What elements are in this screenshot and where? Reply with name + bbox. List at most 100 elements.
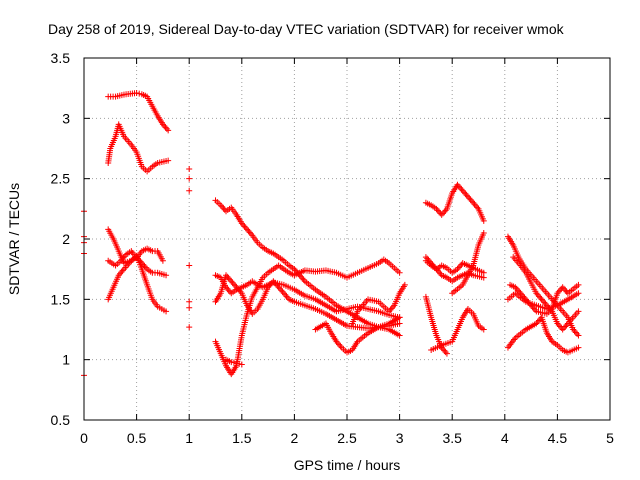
data-point <box>142 264 149 271</box>
data-point <box>439 210 446 217</box>
data-point <box>401 281 408 288</box>
data-point <box>225 275 232 282</box>
data-point <box>575 281 582 288</box>
x-tick-label: 2.5 <box>337 430 357 446</box>
data-point <box>159 257 166 264</box>
data-point <box>230 359 237 366</box>
data-point <box>119 267 126 274</box>
data-point <box>238 361 245 368</box>
data-point <box>480 326 487 333</box>
x-tick-label: 0.5 <box>127 430 147 446</box>
data-point <box>283 293 290 300</box>
x-tick-labels: 0 0.5 1 1.5 2 2.5 3 3.5 4 4.5 5 <box>80 430 614 446</box>
data-point <box>133 89 140 96</box>
data-point <box>165 127 172 134</box>
data-point <box>186 298 193 305</box>
data-point <box>480 229 487 236</box>
data-point <box>186 324 193 331</box>
data-point <box>233 360 240 367</box>
data-point <box>442 349 449 356</box>
y-tick-label: 1.5 <box>51 291 71 307</box>
data-point <box>535 293 542 300</box>
data-point <box>118 269 125 276</box>
data-point <box>464 193 471 200</box>
x-tick-label: 3.5 <box>442 430 462 446</box>
data-point <box>436 208 443 215</box>
data-point <box>163 272 170 279</box>
data-point <box>575 308 582 315</box>
data-point <box>162 124 169 131</box>
data-point <box>336 341 343 348</box>
data-point <box>559 326 566 333</box>
data-point <box>441 208 448 215</box>
data-point <box>186 166 193 173</box>
data-point <box>574 331 581 338</box>
data-point <box>396 269 403 276</box>
data-point <box>165 157 172 164</box>
data-point <box>457 184 464 191</box>
data-point <box>535 317 542 324</box>
data-point <box>186 187 193 194</box>
data-point <box>572 329 579 336</box>
data-point <box>520 293 527 300</box>
data-point <box>480 274 487 281</box>
data-point <box>275 284 282 291</box>
x-tick-label: 5 <box>606 430 614 446</box>
data-point <box>542 300 549 307</box>
data-point <box>228 359 235 366</box>
data-point <box>563 321 570 328</box>
data-point <box>280 290 287 297</box>
data-point <box>230 281 237 288</box>
data-point <box>246 229 253 236</box>
data-point <box>396 314 403 321</box>
data-point <box>300 276 307 283</box>
data-point <box>422 254 429 261</box>
data-point <box>562 323 569 330</box>
data-point <box>455 264 462 271</box>
data-point <box>388 305 395 312</box>
data-point <box>186 304 193 311</box>
data-point <box>471 201 478 208</box>
data-point <box>436 269 443 276</box>
data-point <box>459 187 466 194</box>
data-point <box>278 287 285 294</box>
data-point <box>575 332 582 339</box>
y-tick-label: 3.5 <box>51 50 71 66</box>
data-point <box>434 207 441 214</box>
data-point <box>560 285 567 292</box>
data-point <box>518 291 525 298</box>
data-point <box>468 198 475 205</box>
y-axis-label: SDTVAR / TECUs <box>6 183 22 295</box>
data-point <box>443 350 450 357</box>
x-tick-label: 4.5 <box>548 430 568 446</box>
data-point <box>186 175 193 182</box>
data-point <box>463 192 470 199</box>
data-point <box>438 211 445 218</box>
data-point <box>242 224 249 231</box>
data-point <box>229 279 236 286</box>
data-point <box>461 189 468 196</box>
x-tick-label: 1 <box>185 430 193 446</box>
data-point <box>538 296 545 303</box>
y-tick-label: 1 <box>62 352 70 368</box>
data-point <box>458 186 465 193</box>
data-point <box>219 203 226 210</box>
data-point <box>163 308 170 315</box>
data-point <box>245 227 252 234</box>
y-tick-labels: 0.5 1 1.5 2 2.5 3 3.5 <box>51 50 71 428</box>
x-tick-label: 3 <box>396 430 404 446</box>
data-point <box>136 90 143 97</box>
data-point <box>282 291 289 298</box>
x-tick-label: 2 <box>291 430 299 446</box>
data-point <box>244 226 251 233</box>
grid-lines <box>84 58 610 420</box>
data-point <box>557 287 564 294</box>
x-tick-label: 4 <box>501 430 509 446</box>
chart-title: Day 258 of 2019, Sidereal Day-to-day VTE… <box>48 21 565 37</box>
axis-ticks <box>83 57 611 421</box>
data-point <box>396 332 403 339</box>
data-point <box>279 288 286 295</box>
data-point <box>575 290 582 297</box>
y-tick-label: 0.5 <box>51 412 71 428</box>
data-point <box>537 294 544 301</box>
